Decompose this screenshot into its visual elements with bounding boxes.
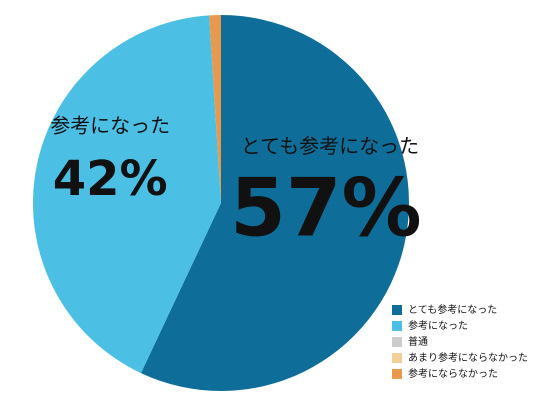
legend-swatch: [392, 321, 402, 331]
slice-value-label: 42%: [53, 151, 168, 207]
slice-name: 参考になった: [50, 113, 170, 137]
legend-label: あまり参考にならなかった: [408, 351, 528, 364]
legend-swatch: [392, 337, 402, 347]
legend-label: 普通: [408, 335, 428, 348]
pie-slice: [209, 15, 221, 203]
slice-value-label: 57%: [230, 162, 421, 255]
legend-label: 参考にならなかった: [408, 367, 498, 380]
legend-label: とても参考になった: [408, 303, 497, 316]
legend-swatch: [392, 369, 402, 379]
pie-slice: [140, 15, 410, 391]
slice-name: とても参考になった: [241, 134, 419, 158]
legend-swatch: [392, 353, 402, 363]
legend-swatch: [392, 305, 402, 315]
pie-slice: [33, 15, 222, 374]
legend-label: 参考になった: [408, 319, 468, 332]
